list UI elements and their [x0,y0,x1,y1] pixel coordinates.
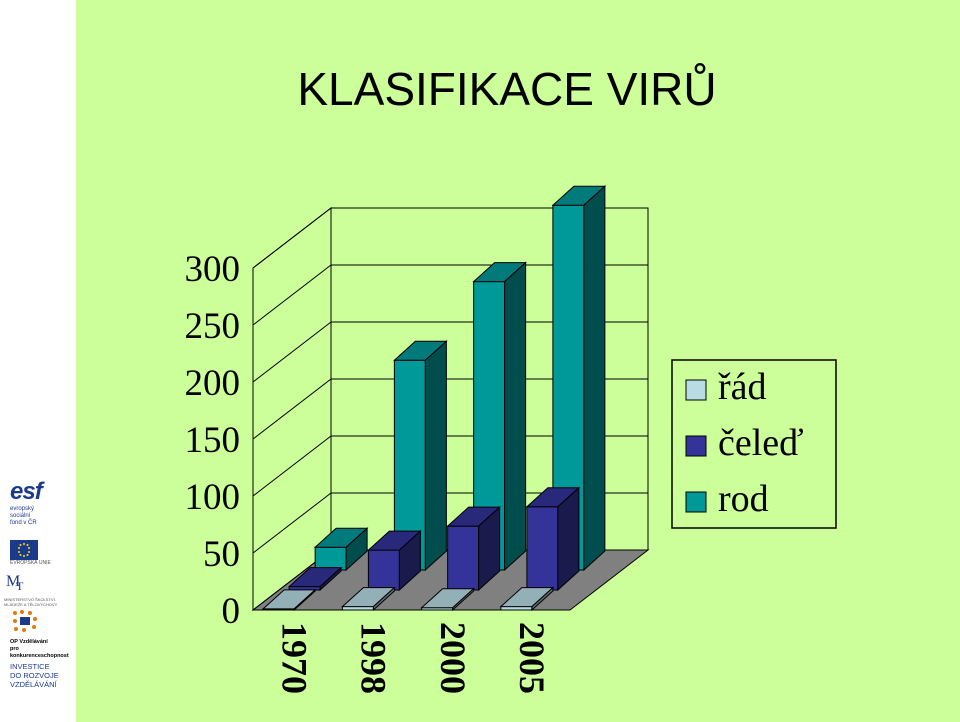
y-tick-label: 150 [185,420,241,461]
x-tick-label: 1970 [274,622,314,694]
y-tick-label: 200 [185,363,241,404]
chart-title: KLASIFIKACE VIRŮ [297,63,717,115]
bar-side-řád-2005 [531,586,554,612]
y-tick-label: 50 [203,534,240,575]
x-tick-label: 2005 [512,622,552,694]
svg-text:M: M [6,573,20,590]
gridline-side [252,492,332,554]
invest-logo: INVESTICE DO ROZVOJE VZDĚLÁVÁNÍ [10,662,59,689]
esf-logo: esf evropský sociální fond v ČR [10,478,43,527]
invest-line-3: VZDĚLÁVÁNÍ [10,680,57,689]
op-line-1: OP Vzdělávání [10,639,48,645]
bar-side-řád-1998 [372,586,395,612]
invest-line-1: INVESTICE [10,662,50,671]
eu-logo: EVROPSKÁ UNIE [10,540,51,566]
bar-čeleď-1998 [367,549,400,591]
op-line-2: pro konkurenceschopnost [10,646,69,659]
eu-label: EVROPSKÁ UNIE [10,560,51,566]
msmt-mark-icon: M T [6,573,24,593]
msmt-label: MINISTERSTVO ŠKOLSTVÍ, MLÁDEŽE A TĚLOVÝC… [4,597,58,607]
legend-swatch-rod [685,491,707,513]
gridline-side [252,321,332,383]
bar-čeleď-2005 [526,506,559,591]
bar-side-čeleď-1998 [398,529,421,592]
invest-line-2: DO ROZVOJE [10,671,59,680]
bar-side-čeleď-1970 [319,566,342,592]
bar-rod-1970 [314,546,347,571]
y-tick-label: 100 [185,477,241,518]
gridline-side [252,264,332,326]
y-tick-label: 250 [185,306,241,347]
bar-side-rod-1998 [424,340,447,572]
bar-side-řád-1970 [293,588,316,612]
bar-řád-1998 [341,606,374,611]
legend-swatch-čeleď [685,435,707,457]
y-tick-label: 300 [185,249,241,290]
esf-line-3: fond v ČR [10,520,37,526]
legend-label: rod [718,478,769,520]
bar-řád-2005 [500,606,533,611]
gridline-side [252,435,332,497]
op-dots-icon [10,608,40,634]
op-logo: OP Vzdělávání pro konkurenceschopnost [10,608,76,660]
gridline-side [252,378,332,440]
bar-side-rod-1970 [345,527,368,572]
esf-logo-text: esf [10,478,43,505]
esf-line-2: sociální [10,513,31,519]
x-tick-label: 1998 [354,622,394,694]
legend-label: řád [718,366,767,408]
legend-swatch-řád [685,379,707,401]
legend-label: čeleď [718,422,804,464]
bar-side-rod-2005 [583,185,606,572]
bar-čeleď-2000 [447,525,480,591]
bar-side-řád-2000 [452,587,475,612]
bar-side-čeleď-2005 [557,486,580,592]
bar-side-rod-2000 [504,261,527,572]
y-tick-label: 0 [222,591,241,632]
esf-line-1: evropský [10,506,35,512]
sidebar-logos: esf evropský sociální fond v ČR EVROPSKÁ… [0,472,76,722]
eu-flag-icon [10,540,38,560]
x-tick-label: 2000 [433,622,473,694]
msmt-logo: M T MINISTERSTVO ŠKOLSTVÍ, MLÁDEŽE A TĚL… [4,570,74,607]
svg-text:T: T [16,579,24,592]
gridline-side [252,207,332,269]
bar-side-čeleď-2000 [478,506,501,592]
